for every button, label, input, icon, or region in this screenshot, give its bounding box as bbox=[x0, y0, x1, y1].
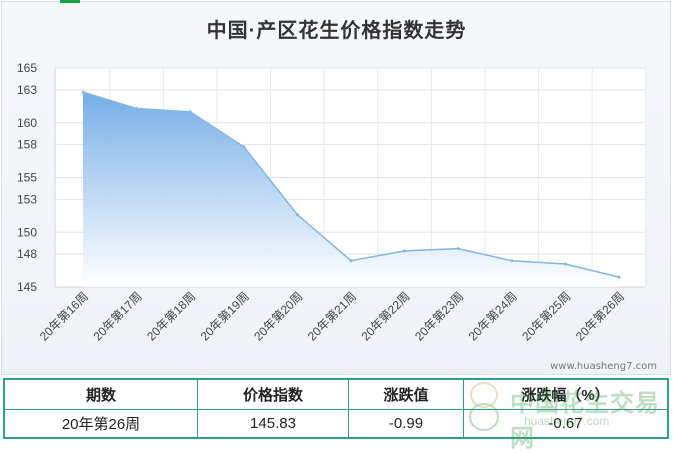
area-layer bbox=[81, 90, 621, 287]
summary-data-row: 20年第26周 145.83 -0.99 -0.67 bbox=[3, 409, 669, 439]
y-tick-label: 165 bbox=[17, 61, 37, 75]
x-tick-label: 20年第20周 bbox=[251, 289, 305, 343]
header-period: 期数 bbox=[3, 378, 198, 410]
data-point bbox=[295, 213, 299, 217]
summary-header-row: 期数 价格指数 涨跌值 涨跌幅（%） bbox=[3, 378, 669, 410]
y-tick-labels: 145 148 150 153 155 158 160 163 165 bbox=[17, 61, 37, 294]
y-tick-label: 153 bbox=[17, 192, 37, 206]
series-area bbox=[83, 92, 619, 287]
y-tick-label: 163 bbox=[17, 83, 37, 97]
header-change-value: 涨跌值 bbox=[348, 378, 464, 410]
data-point bbox=[242, 145, 246, 149]
x-tick-label: 20年第16周 bbox=[37, 289, 91, 343]
cell-period: 20年第26周 bbox=[3, 409, 198, 439]
y-tick-label: 145 bbox=[17, 280, 37, 294]
watermark-url: www.huasheng7.com bbox=[550, 361, 657, 372]
x-tick-label: 20年第24周 bbox=[466, 289, 520, 343]
data-point bbox=[81, 90, 85, 94]
y-tick-label: 150 bbox=[17, 225, 37, 239]
cell-change-value: -0.99 bbox=[348, 409, 464, 439]
chart-title: 中国·产区花生价格指数走势 bbox=[206, 20, 467, 42]
x-tick-label: 20年第25周 bbox=[519, 289, 573, 343]
data-point bbox=[403, 249, 407, 253]
y-tick-label: 158 bbox=[17, 138, 37, 152]
cell-change-rate: -0.67 bbox=[463, 409, 669, 439]
summary-table: 期数 价格指数 涨跌值 涨跌幅（%） 20年第26周 145.83 -0.99 … bbox=[3, 378, 669, 439]
x-tick-label: 20年第19周 bbox=[198, 289, 252, 343]
peanut-logo-icon bbox=[469, 382, 499, 431]
data-point bbox=[510, 259, 514, 263]
x-tick-labels: 20年第16周 20年第17周 20年第18周 20年第19周 20年第20周 20年第2… bbox=[37, 289, 627, 343]
x-tick-label: 20年第23周 bbox=[412, 289, 466, 343]
header-change-rate: 涨跌幅（%） bbox=[463, 378, 669, 410]
data-point bbox=[349, 259, 353, 263]
y-tick-label: 148 bbox=[17, 247, 37, 261]
header-price-index: 价格指数 bbox=[197, 378, 349, 410]
accent-tab bbox=[60, 0, 80, 3]
y-tick-label: 160 bbox=[17, 116, 37, 130]
data-point bbox=[617, 275, 621, 279]
data-point bbox=[188, 110, 192, 114]
logo-url: huasheng7.com bbox=[524, 414, 610, 428]
cell-price-index: 145.83 bbox=[197, 409, 349, 439]
data-point bbox=[563, 262, 567, 266]
y-tick-label: 155 bbox=[17, 171, 37, 185]
x-tick-label: 20年第21周 bbox=[305, 289, 359, 343]
x-tick-label: 20年第18周 bbox=[144, 289, 198, 343]
data-point bbox=[135, 107, 139, 111]
x-tick-label: 20年第17周 bbox=[90, 289, 144, 343]
x-tick-label: 20年第22周 bbox=[358, 289, 412, 343]
x-tick-label: 20年第26周 bbox=[573, 289, 627, 343]
data-point bbox=[456, 247, 460, 251]
